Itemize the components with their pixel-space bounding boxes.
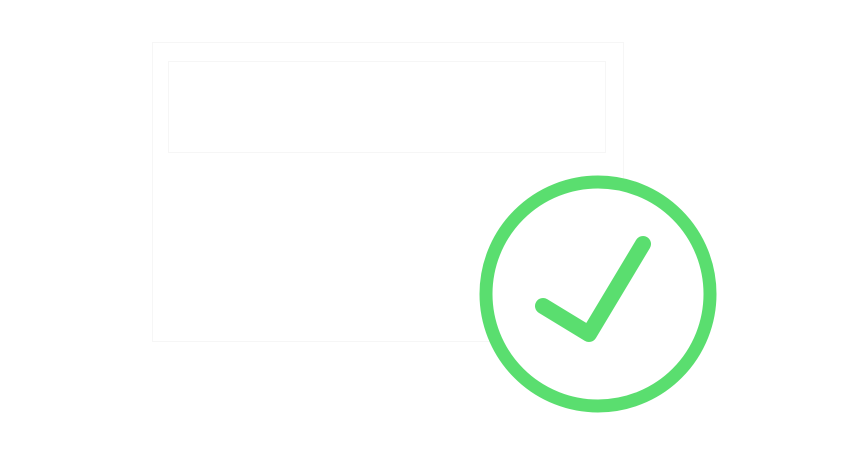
check-circle-icon bbox=[479, 175, 717, 413]
checkmark-stroke bbox=[535, 236, 651, 342]
check-circle-ring bbox=[479, 175, 717, 413]
document-header-block bbox=[168, 61, 606, 153]
